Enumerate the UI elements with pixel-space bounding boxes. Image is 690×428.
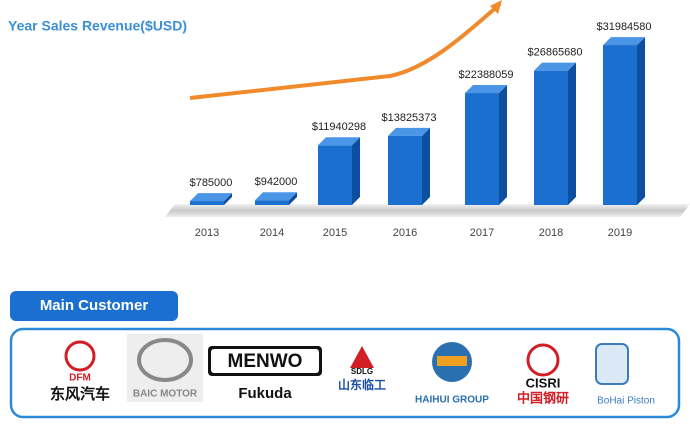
bar	[318, 145, 352, 205]
logo-shape	[595, 343, 629, 385]
value-label: $13825373	[381, 112, 436, 124]
logo-haihui: HAIHUI GROUP	[415, 342, 489, 406]
section-badge	[10, 291, 178, 321]
bar	[388, 135, 422, 205]
logo-label: 山东临工	[338, 377, 386, 392]
logo-mark: SDLG	[351, 367, 373, 376]
bar-top	[190, 193, 232, 202]
bar-top	[465, 85, 507, 94]
section-title: Main Customer	[40, 297, 149, 314]
logo-shape	[526, 343, 560, 377]
x-tick-label: 2015	[323, 227, 347, 239]
bar	[603, 45, 637, 205]
logo-label: Fukuda	[238, 385, 292, 402]
bar	[465, 93, 499, 205]
logo-shape	[64, 340, 96, 372]
bar	[255, 200, 289, 205]
bar	[190, 201, 224, 205]
logo-sdlg: SDLG 山东临工	[338, 346, 386, 392]
bars: $785000 2013 $942000 2014 $11940298 2015 $1382…	[190, 21, 652, 239]
bar-side	[499, 85, 507, 205]
bar-side	[637, 37, 645, 205]
logo-menwo: MENWO Fukuda	[208, 346, 322, 402]
logo-band	[437, 356, 467, 366]
bar-side	[224, 193, 232, 205]
bar	[534, 70, 568, 205]
bar-top	[534, 62, 576, 71]
logo-mark: DFM	[69, 373, 91, 384]
logo-shape	[350, 346, 374, 368]
x-tick-label: 2017	[470, 227, 494, 239]
x-tick-label: 2019	[608, 227, 632, 239]
logo-inner	[211, 349, 319, 373]
chart-floor	[165, 204, 690, 217]
bar-top	[388, 127, 430, 136]
bar-side	[289, 192, 297, 205]
logo-shape	[137, 338, 193, 382]
bar-top	[603, 37, 645, 46]
logo-label: BAIC MOTOR	[133, 389, 198, 400]
value-label: $785000	[190, 177, 233, 189]
trend-arrowhead	[490, 0, 502, 14]
x-tick-label: 2018	[539, 227, 563, 239]
customer-box	[9, 327, 681, 419]
logo-cisri: CISRI 中国钢研	[517, 343, 569, 405]
value-label: $942000	[255, 176, 298, 188]
x-tick-label: 2013	[195, 227, 219, 239]
value-label: $22388059	[458, 69, 513, 81]
logo-mark: MENWO	[228, 351, 303, 372]
logo-label: BoHai Piston	[597, 396, 655, 407]
logo-label: HAIHUI GROUP	[415, 395, 489, 406]
bar-top	[318, 137, 360, 146]
bar-side	[422, 127, 430, 205]
logo-bohai: BoHai Piston	[595, 343, 655, 407]
logo-dfm: DFM 东风汽车	[50, 340, 110, 403]
bar-side	[568, 62, 576, 205]
logo-label: 东风汽车	[50, 385, 110, 403]
logo-label: 中国钢研	[517, 390, 569, 405]
bar-side	[352, 137, 360, 205]
logo-mark: CISRI	[526, 375, 561, 390]
value-label: $31984580	[596, 21, 651, 33]
value-label: $26865680	[527, 47, 582, 59]
value-label: $11940298	[312, 121, 366, 133]
chart-title: Year Sales Revenue($USD)	[8, 18, 187, 34]
bar-top	[255, 192, 297, 201]
x-tick-label: 2014	[260, 227, 284, 239]
logo-baic: BAIC MOTOR	[127, 334, 203, 402]
trend-arrow	[189, 2, 502, 100]
x-tick-label: 2016	[393, 227, 417, 239]
